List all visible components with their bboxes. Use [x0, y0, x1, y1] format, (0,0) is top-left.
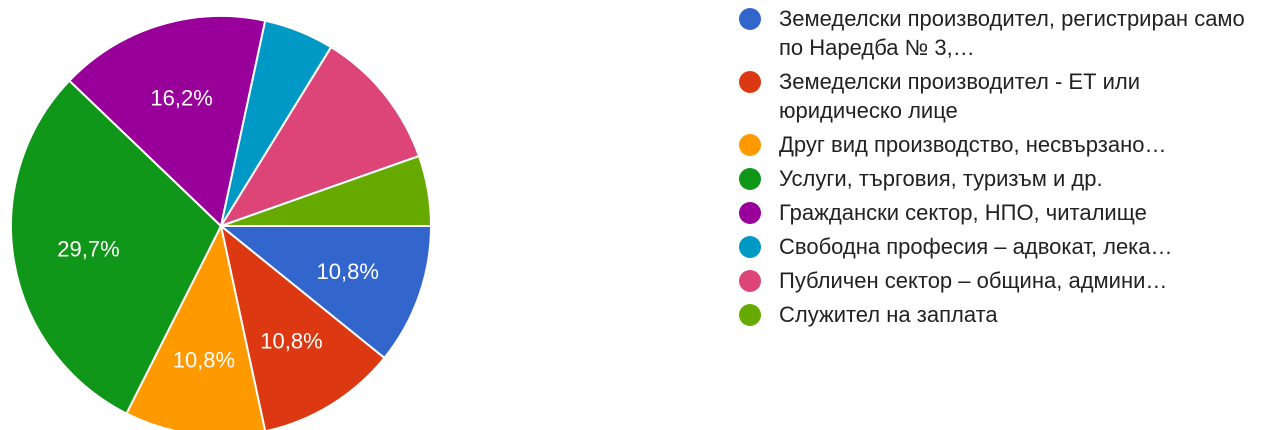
- legend-item[interactable]: Услуги, търговия, туризъм и др.: [739, 164, 1269, 193]
- slice-value-label: 29,7%: [57, 237, 119, 262]
- legend-swatch-icon: [739, 134, 761, 156]
- legend-swatch-icon: [739, 8, 761, 30]
- pie-slice[interactable]: [10, 79, 223, 415]
- legend-label: Граждански сектор, НПО, читалище: [779, 200, 1147, 225]
- legend-swatch-icon: [739, 304, 761, 326]
- legend-label: Служител на заплата: [779, 302, 998, 327]
- legend-item[interactable]: Публичен сектор – община, админи…: [739, 266, 1269, 295]
- legend-label: Земеделски производител, регистриран сам…: [779, 6, 1245, 60]
- legend-swatch-icon: [739, 202, 761, 224]
- legend-item[interactable]: Земеделски производител - ЕТ или юридиче…: [739, 67, 1269, 125]
- pie-value-labels: 10,8% 10,8% 10,8% 29,7% 16,2%: [57, 86, 379, 373]
- pie-slice[interactable]: [218, 225, 433, 360]
- legend-item[interactable]: Друг вид производство, несвързано…: [739, 130, 1269, 159]
- legend-swatch-icon: [739, 71, 761, 93]
- chart-legend: Земеделски производител, регистриран сам…: [739, 4, 1269, 334]
- legend-swatch-icon: [739, 270, 761, 292]
- legend-item[interactable]: Свободна професия – адвокат, лека…: [739, 232, 1269, 261]
- legend-label: Услуги, търговия, туризъм и др.: [779, 166, 1103, 191]
- legend-swatch-icon: [739, 168, 761, 190]
- pie-slice[interactable]: [218, 45, 421, 228]
- pie-slices: [10, 15, 433, 430]
- legend-swatch-icon: [739, 236, 761, 258]
- legend-item[interactable]: Служител на заплата: [739, 300, 1269, 329]
- slice-value-label: 10,8%: [260, 328, 322, 353]
- legend-label: Земеделски производител - ЕТ или юридиче…: [779, 69, 1141, 123]
- legend-label: Друг вид производство, несвързано…: [779, 132, 1167, 157]
- slice-value-label: 16,2%: [150, 86, 212, 111]
- slice-value-label: 10,8%: [173, 347, 235, 372]
- legend-item[interactable]: Земеделски производител, регистриран сам…: [739, 4, 1269, 62]
- slice-value-label: 10,8%: [317, 259, 379, 284]
- pie-slice[interactable]: [219, 223, 386, 430]
- legend-item[interactable]: Граждански сектор, НПО, читалище: [739, 198, 1269, 227]
- pie-chart-svg: 10,8% 10,8% 10,8% 29,7% 16,2%: [10, 15, 433, 430]
- pie-slice[interactable]: [220, 154, 433, 227]
- pie-chart: 10,8% 10,8% 10,8% 29,7% 16,2%: [10, 15, 433, 430]
- legend-label: Публичен сектор – община, админи…: [779, 268, 1168, 293]
- pie-slice[interactable]: [67, 15, 267, 228]
- legend-label: Свободна професия – адвокат, лека…: [779, 234, 1173, 259]
- pie-slice[interactable]: [125, 223, 266, 430]
